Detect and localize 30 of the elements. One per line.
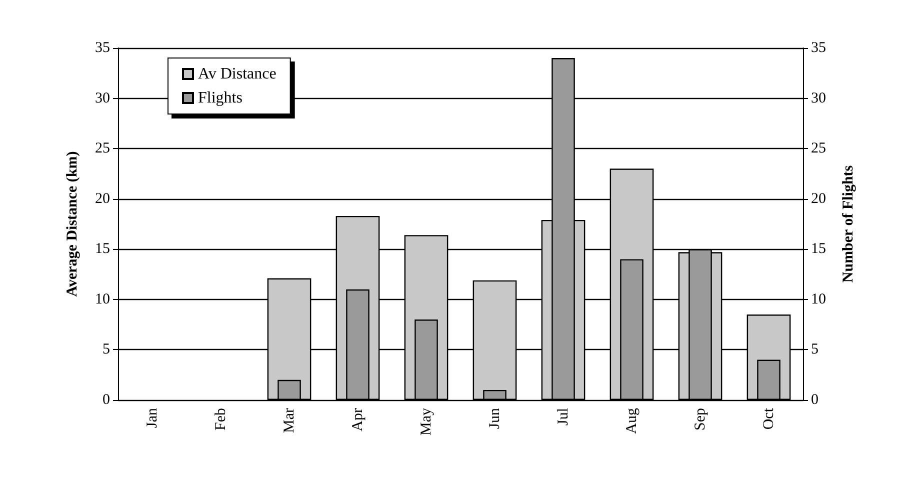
x-tick-label: Jul — [555, 408, 572, 426]
y-tick-label: 30 — [95, 90, 110, 106]
x-tick-label: Jun — [486, 408, 503, 429]
x-tick-label: Aug — [624, 408, 640, 434]
legend-label: Flights — [198, 90, 242, 106]
y2-tick-label: 30 — [811, 90, 826, 106]
x-tick-label: Apr — [350, 408, 366, 432]
y2-tick-label: 15 — [811, 241, 826, 258]
y-axis-title: Average Distance (km) — [64, 151, 80, 297]
x-tick-label: May — [418, 408, 434, 436]
y2-tick-label: 25 — [811, 140, 826, 157]
x-tick-label: Feb — [212, 408, 229, 430]
x-tick-label: Oct — [760, 407, 777, 430]
x-tick-label: Sep — [692, 408, 708, 430]
y-tick-label: 0 — [102, 392, 110, 408]
y-tick-label: 5 — [102, 342, 110, 358]
y-tick-label: 35 — [95, 40, 110, 56]
legend-label: Av Distance — [198, 66, 276, 82]
y2-tick-label: 0 — [811, 392, 818, 408]
x-tick-label: Mar — [281, 408, 298, 433]
y-tick-label: 25 — [95, 140, 110, 157]
y2-tick-label: 10 — [811, 291, 826, 308]
x-tick-label: Jan — [144, 408, 160, 428]
y2-tick-label: 20 — [811, 190, 826, 207]
y2-tick-label: 35 — [811, 40, 826, 56]
y2-axis-title: Number of Flights — [840, 165, 856, 283]
y2-tick-label: 5 — [811, 342, 818, 358]
y-tick-label: 10 — [95, 291, 110, 308]
y-tick-label: 15 — [95, 241, 110, 258]
y-tick-label: 20 — [95, 190, 110, 207]
